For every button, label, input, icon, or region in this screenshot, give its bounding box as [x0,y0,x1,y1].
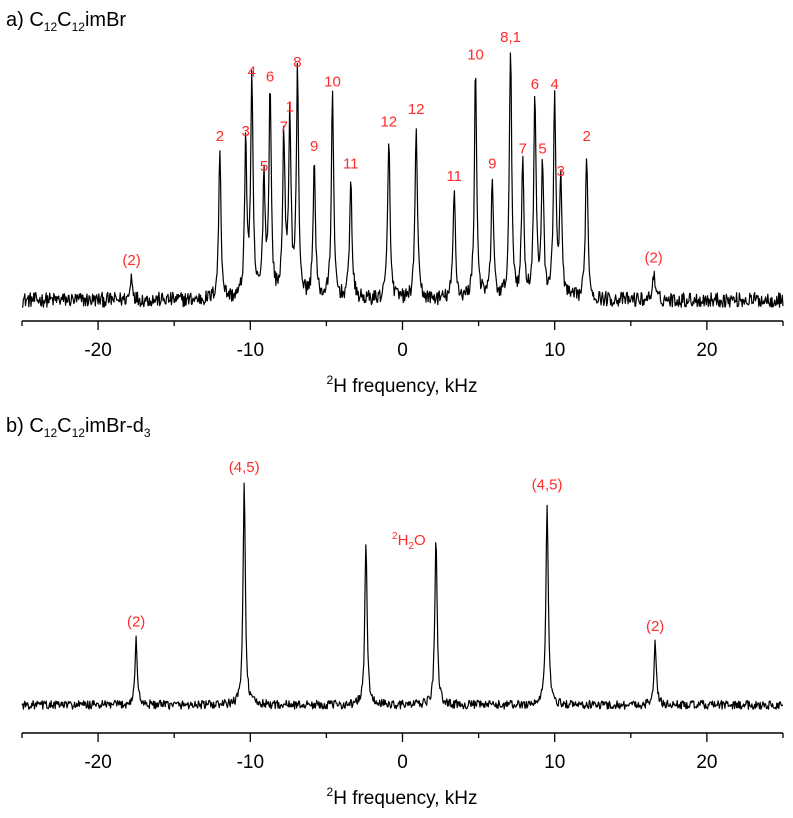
peak-label: 11 [343,155,359,172]
peak-label: 6 [531,76,539,93]
peak-label: (2) [644,250,662,267]
peak-label: 10 [467,46,484,63]
spectrum-line-b [21,482,784,710]
spectrum-line-a [22,52,784,308]
peak-label: (4,5) [229,459,260,476]
peak-label: 12 [408,101,425,118]
x-tick-label: -20 [84,752,111,773]
plot-area-a: -20 -10 0 10 20 (2) 2 3 4 5 6 7 1 8 9 10 11 12 12 11 10 9 8,1 7… [21,29,784,361]
peak-label: 9 [488,155,496,172]
peak-label: 11 [446,168,462,185]
peak-label: 5 [538,141,546,158]
peak-label: (2) [122,252,140,269]
x-tick-label: 0 [397,340,408,361]
panel-b: b) C12C12imBr-d3 -20 -10 0 10 20 (2) (4,5) (4,5… [6,415,784,809]
peak-label: 12 [380,113,397,130]
peak-label: (4,5) [532,477,563,494]
panel-a-title: a) C12C12imBr [6,9,126,34]
x-tick-label: 0 [397,752,408,773]
peak-label: 7 [519,141,527,158]
x-tick-label: -20 [84,340,111,361]
peak-label-water: 2H2O [392,531,426,552]
peak-label: (2) [127,614,145,631]
peak-label: 8,1 [500,29,521,46]
plot-area-b: -20 -10 0 10 20 (2) (4,5) (4,5) (2) [21,459,784,773]
x-tick-label: 10 [544,340,565,361]
x-tick-label: -10 [237,752,264,773]
panel-a: a) C12C12imBr -20 -10 0 10 20 (2) 2 3 4 5 6 7 1 8 9 10 1… [6,9,784,397]
peak-label: (2) [646,618,664,635]
peak-label: 3 [242,123,250,140]
peak-label: 8 [293,54,301,71]
x-tick-label: 10 [544,752,565,773]
peak-label: 10 [324,74,341,91]
peak-label: 7 [280,118,288,135]
peak-label: 1 [286,98,294,115]
peak-label: 3 [557,163,565,180]
x-tick-label: 20 [696,752,717,773]
peak-label: 4 [551,76,559,93]
x-tick-label: 20 [696,340,717,361]
peak-label: 2 [582,128,590,145]
x-tick-label: -10 [237,340,264,361]
peak-label: 9 [310,138,318,155]
peak-label: 5 [260,158,268,175]
peak-label: 4 [248,64,256,81]
peak-label: 6 [266,69,274,86]
x-axis-label-b: 2H frequency, kHz [327,785,478,809]
panel-b-title: b) C12C12imBr-d3 [6,415,151,440]
peak-label: 2 [216,128,224,145]
x-axis-label-a: 2H frequency, kHz [327,373,478,397]
